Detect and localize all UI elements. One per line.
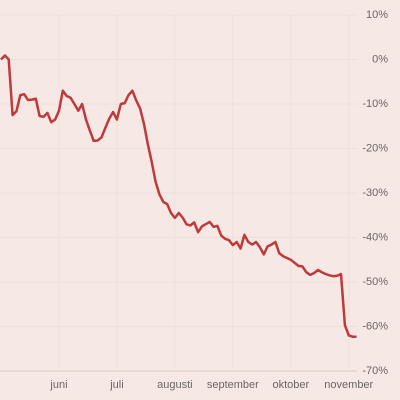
y-tick-label: -70% [362, 365, 388, 377]
y-tick-label: -60% [362, 320, 388, 332]
x-tick-label: september [207, 379, 259, 391]
line [0, 54, 357, 338]
x-tick-label: juli [109, 379, 123, 391]
y-tick-label: 0% [372, 53, 388, 65]
y-tick-label: -20% [362, 142, 388, 154]
x-tick-label: augusti [157, 379, 192, 391]
x-tick-label: juni [49, 379, 67, 391]
y-tick-label: -30% [362, 187, 388, 199]
y-tick-label: 10% [366, 9, 388, 21]
x-tick-label: oktober [272, 379, 309, 391]
x-tick-label: november [324, 379, 373, 391]
y-tick-label: -10% [362, 98, 388, 110]
y-tick-label: -50% [362, 276, 388, 288]
y-tick-label: -40% [362, 231, 388, 243]
